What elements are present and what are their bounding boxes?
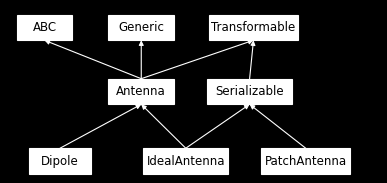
FancyBboxPatch shape (143, 148, 228, 174)
FancyBboxPatch shape (17, 15, 72, 40)
Text: Antenna: Antenna (116, 85, 166, 98)
FancyBboxPatch shape (207, 79, 292, 104)
Text: Transformable: Transformable (211, 21, 296, 34)
FancyBboxPatch shape (209, 15, 298, 40)
FancyBboxPatch shape (261, 148, 350, 174)
Text: Generic: Generic (118, 21, 164, 34)
FancyBboxPatch shape (29, 148, 91, 174)
Text: IdealAntenna: IdealAntenna (147, 154, 225, 168)
Text: ABC: ABC (33, 21, 57, 34)
FancyBboxPatch shape (108, 79, 174, 104)
Text: PatchAntenna: PatchAntenna (265, 154, 347, 168)
Text: Dipole: Dipole (41, 154, 79, 168)
Text: Serializable: Serializable (215, 85, 284, 98)
FancyBboxPatch shape (108, 15, 174, 40)
